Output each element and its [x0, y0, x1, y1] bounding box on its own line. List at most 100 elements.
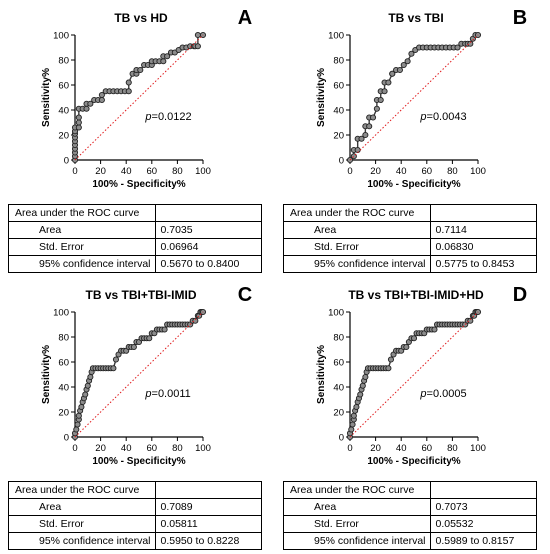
p-value-number: =0.0011 [152, 388, 191, 400]
panel-letter: C [238, 284, 252, 306]
roc-point [75, 124, 82, 131]
x-tick-label: 60 [147, 443, 158, 454]
auc-row-label: Std. Error [283, 515, 431, 533]
roc-point [385, 365, 392, 372]
p-value-symbol: p [144, 388, 151, 400]
y-axis-label: Sensitivity% [316, 68, 327, 127]
auc-table-row: Area 0.7073 [283, 498, 537, 516]
y-tick-label: 80 [333, 333, 344, 344]
roc-point [75, 412, 82, 419]
roc-point [431, 326, 438, 333]
y-tick-label: 100 [328, 31, 344, 42]
auc-table-row: Std. Error 0.06830 [283, 238, 537, 256]
roc-panel-b: TB vs TBI B 0 20 40 60 80 100 0 20 40 60 80 100 100% -… [275, 0, 550, 277]
roc-point [194, 43, 201, 50]
auc-row-value: 0.5989 to 0.8157 [429, 532, 537, 550]
auc-table-header-row: Area under the ROC curve [8, 481, 262, 499]
y-tick-label: 100 [53, 31, 69, 42]
auc-table-header: Area under the ROC curve [283, 204, 431, 222]
x-tick-label: 0 [347, 443, 352, 454]
x-tick-label: 100 [470, 166, 486, 177]
auc-row-value: 0.05532 [429, 515, 537, 533]
auc-table-header-blank [429, 481, 537, 499]
roc-point [112, 356, 120, 363]
y-axis-label: Sensitivity% [41, 345, 52, 404]
auc-row-label: Std. Error [283, 238, 431, 256]
y-tick-label: 40 [58, 383, 69, 394]
roc-point [146, 335, 153, 342]
x-tick-label: 40 [396, 166, 407, 177]
roc-point [130, 343, 137, 351]
auc-table-header-row: Area under the ROC curve [283, 204, 537, 222]
y-tick-label: 80 [58, 56, 69, 67]
auc-table-d: Area under the ROC curve Area 0.7073 Std… [283, 481, 537, 550]
auc-table-header: Area under the ROC curve [8, 481, 156, 499]
x-tick-label: 0 [72, 166, 77, 177]
roc-point [98, 91, 105, 99]
roc-point [359, 382, 366, 389]
roc-point [194, 31, 201, 39]
roc-chart-c: TB vs TBI+TBI-IMID C 0 20 40 60 80 100 0 20 40 60 80… [41, 284, 252, 467]
y-tick-label: 20 [333, 408, 344, 419]
roc-point [160, 58, 167, 65]
auc-row-value: 0.5670 to 0.8400 [154, 255, 262, 273]
auc-table-row: 95% confidence interval 0.5989 to 0.8157 [283, 532, 537, 550]
roc-point [362, 131, 369, 139]
roc-point [353, 403, 360, 411]
roc-chart-d: TB vs TBI+TBI-IMID+HD D 0 20 40 60 80 100 0 20 40 6… [316, 284, 527, 467]
panel-letter: A [238, 7, 252, 29]
chart-title: TB vs TBI+TBI-IMID [85, 288, 196, 302]
auc-table-a: Area under the ROC curve Area 0.7035 Std… [8, 204, 262, 273]
x-tick-label: 40 [121, 166, 132, 177]
x-tick-label: 80 [172, 443, 183, 454]
y-tick-label: 0 [339, 156, 344, 167]
panel-letter: B [513, 7, 527, 29]
auc-row-value: 0.5775 to 0.8453 [429, 255, 537, 273]
roc-panel-c: TB vs TBI+TBI-IMID C 0 20 40 60 80 100 0 20 40 60 80… [0, 277, 275, 554]
roc-point [410, 335, 418, 342]
y-tick-label: 60 [333, 358, 344, 369]
p-value-symbol: p [419, 388, 426, 400]
x-axis-label: 100% - Specificity% [367, 456, 460, 467]
auc-table-header-blank [154, 204, 262, 222]
roc-point [389, 70, 396, 77]
auc-row-label: Area [8, 221, 156, 239]
y-tick-label: 0 [339, 433, 344, 444]
roc-point [199, 31, 207, 39]
roc-point [110, 365, 117, 372]
reference-diagonal-line [74, 311, 204, 438]
roc-point [199, 308, 207, 316]
reference-diagonal-line [349, 311, 479, 438]
x-tick-label: 60 [147, 166, 158, 177]
auc-row-label: Area [8, 498, 156, 516]
x-tick-label: 100 [470, 443, 486, 454]
roc-curve-line [349, 311, 478, 437]
auc-row-label: 95% confidence interval [283, 255, 431, 273]
y-tick-label: 0 [64, 433, 69, 444]
y-tick-label: 100 [328, 308, 344, 319]
x-tick-label: 20 [370, 443, 381, 454]
roc-point [75, 114, 82, 121]
roc-point [373, 105, 380, 112]
roc-point [74, 421, 81, 428]
chart-title: TB vs TBI+TBI-IMID+HD [348, 288, 484, 302]
y-axis-label: Sensitivity% [316, 345, 327, 404]
roc-point [125, 88, 132, 95]
roc-chart-b: TB vs TBI B 0 20 40 60 80 100 0 20 40 60 80 100 100% -… [316, 7, 527, 190]
auc-row-value: 0.06830 [429, 238, 537, 256]
p-value-annotation: p=0.0122 [144, 111, 191, 123]
roc-point [192, 317, 199, 324]
roc-point [385, 79, 392, 86]
roc-point [84, 382, 91, 389]
auc-table-row: 95% confidence interval 0.5775 to 0.8453 [283, 255, 537, 273]
roc-point [137, 66, 144, 74]
roc-point [454, 44, 461, 51]
roc-point [78, 403, 85, 411]
y-tick-label: 40 [58, 106, 69, 117]
auc-row-value: 0.06964 [154, 238, 262, 256]
auc-table-header: Area under the ROC curve [8, 204, 156, 222]
roc-point [408, 50, 415, 57]
auc-table-header-blank [154, 481, 262, 499]
auc-table-header-row: Area under the ROC curve [8, 204, 262, 222]
p-value-number: =0.0122 [152, 111, 192, 123]
